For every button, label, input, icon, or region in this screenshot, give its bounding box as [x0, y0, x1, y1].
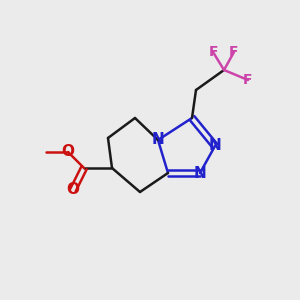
Text: F: F	[208, 45, 218, 59]
Text: F: F	[229, 45, 239, 59]
Text: O: O	[61, 145, 74, 160]
Text: N: N	[152, 133, 164, 148]
Text: N: N	[208, 139, 221, 154]
Text: O: O	[67, 182, 80, 197]
Text: F: F	[243, 73, 253, 87]
Text: N: N	[194, 166, 206, 181]
